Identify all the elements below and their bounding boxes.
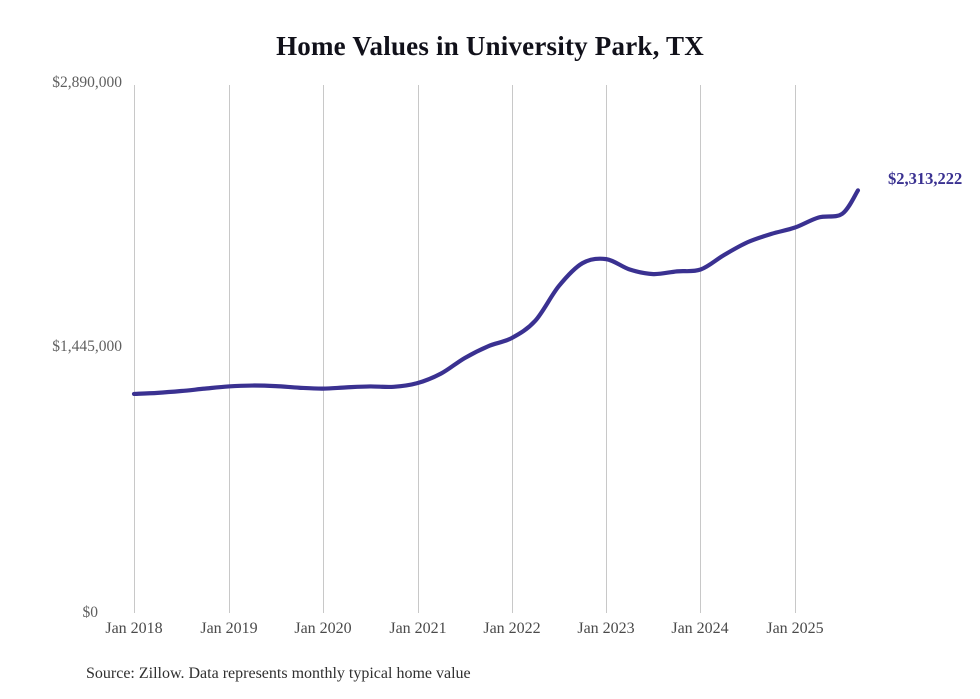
- x-axis-tick-label-jan-2018: Jan 2018: [105, 620, 163, 637]
- x-axis-tick-label-jan-2022: Jan 2022: [483, 620, 541, 637]
- x-axis-tick-label-jan-2021: Jan 2021: [389, 620, 447, 637]
- x-axis-tick-label-jan-2025: Jan 2025: [766, 620, 824, 637]
- y-axis-tick-label-zero: $0: [82, 604, 99, 621]
- y-axis-tick-label-mid: $1,445,000: [52, 338, 122, 355]
- x-axis-tick-label-jan-2023: Jan 2023: [577, 620, 635, 637]
- source-note: Source: Zillow. Data represents monthly …: [86, 665, 471, 682]
- x-axis-tick-label-jan-2024: Jan 2024: [671, 620, 729, 637]
- series-line-path: [131, 188, 861, 397]
- y-axis-tick-label-top: $2,890,000: [52, 74, 122, 91]
- x-axis-tick-label-jan-2019: Jan 2019: [200, 620, 258, 637]
- end-value-label: $2,313,222: [888, 169, 963, 188]
- plot-area: [131, 85, 861, 613]
- chart-title: Home Values in University Park, TX: [276, 31, 704, 61]
- x-axis-tick-label-jan-2020: Jan 2020: [294, 620, 352, 637]
